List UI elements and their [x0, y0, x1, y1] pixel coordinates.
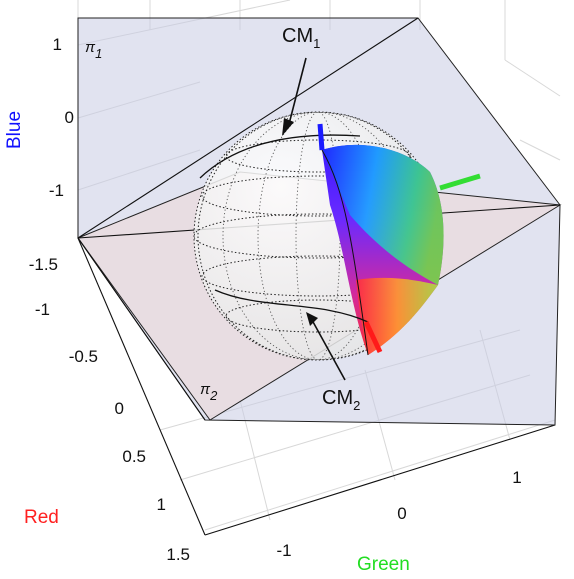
- cm2-curve: [214, 289, 369, 323]
- green-vector: [439, 173, 481, 191]
- cm1-label: CM1: [282, 25, 320, 51]
- blue-tick: 1: [53, 35, 62, 54]
- cm2-arrow: [306, 312, 346, 381]
- red-tick: 1: [157, 495, 166, 514]
- green-tick: 1: [512, 468, 521, 487]
- red-tick: 0: [115, 399, 124, 418]
- red-tick: -0.5: [69, 347, 98, 366]
- red-vector: [363, 320, 383, 354]
- plane-pi1-label: π1: [85, 39, 102, 61]
- green-tick: 0: [397, 504, 406, 523]
- red-tick: 0.5: [122, 447, 146, 466]
- blue-axis-label: Blue: [4, 111, 25, 149]
- color-map-surface: [321, 144, 444, 356]
- green-tick: -1: [276, 541, 291, 560]
- cm1-arrow: [282, 57, 307, 136]
- plane-pi2-label: π2: [200, 381, 218, 403]
- blue-vector: [317, 123, 325, 151]
- blue-tick: 0: [65, 108, 74, 127]
- red-tick: 1.5: [166, 545, 190, 564]
- cm1-curve: [199, 134, 361, 179]
- cm2-label: CM2: [322, 387, 360, 413]
- red-axis-label: Red: [24, 507, 59, 528]
- red-tick: -1: [35, 300, 50, 319]
- green-axis-label: Green: [357, 554, 410, 575]
- red-tick: -1.5: [29, 255, 58, 274]
- blue-tick: -1: [49, 181, 64, 200]
